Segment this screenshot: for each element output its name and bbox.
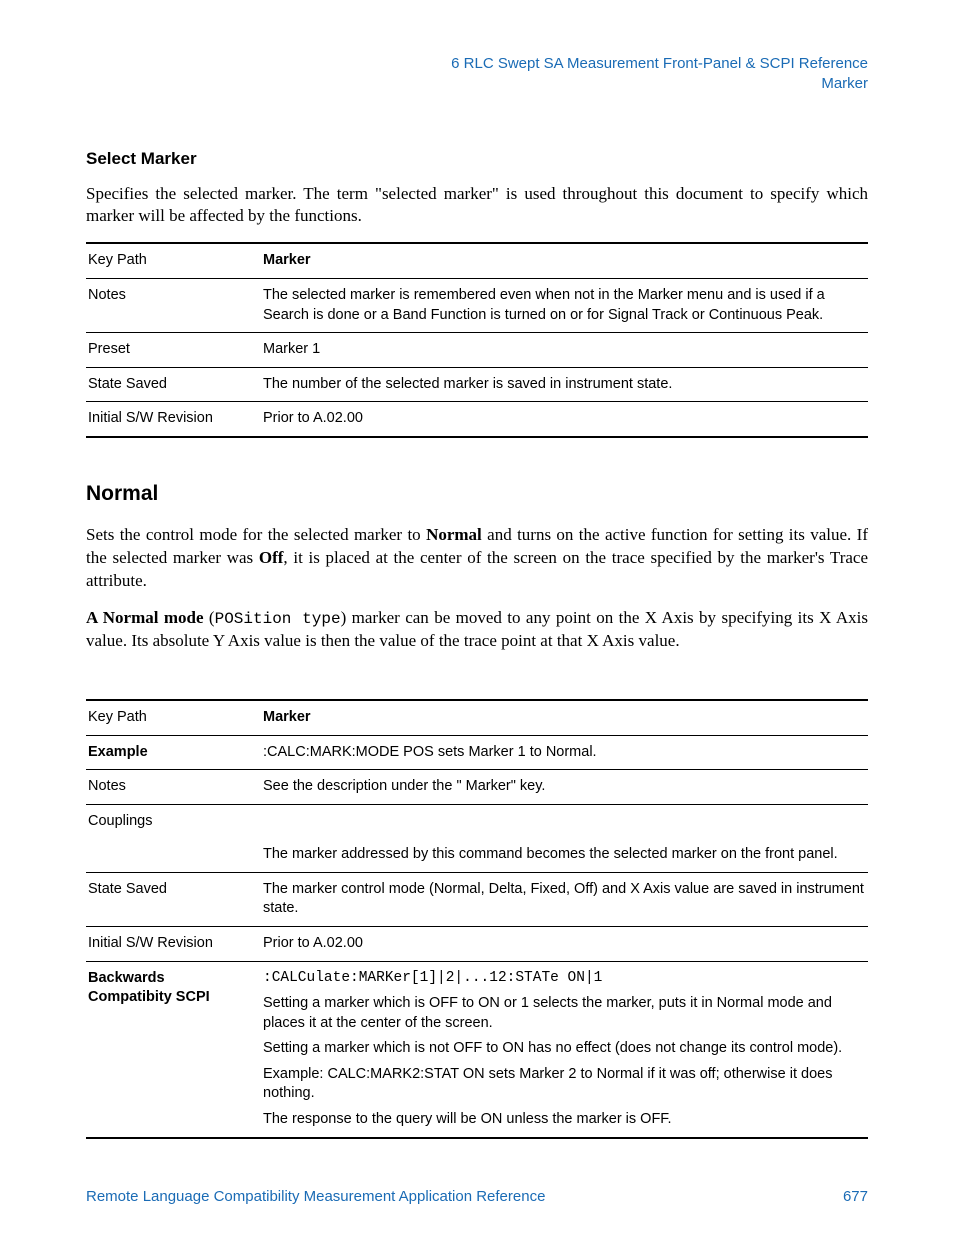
cell-value: Marker 1: [261, 333, 868, 368]
table-row: Initial S/W Revision Prior to A.02.00: [86, 402, 868, 437]
table-row: State Saved The number of the selected m…: [86, 367, 868, 402]
page-footer: Remote Language Compatibility Measuremen…: [86, 1188, 868, 1205]
text-fragment: Setting a marker which is not OFF to ON …: [263, 1039, 864, 1059]
cell-value: Prior to A.02.00: [261, 402, 868, 437]
table-row: Backwards Compatibity SCPI :CALCulate:MA…: [86, 961, 868, 1137]
text-fragment: ): [341, 608, 352, 627]
cell-value: Marker: [261, 700, 868, 735]
cell-value: The marker control mode (Normal, Delta, …: [261, 872, 868, 926]
spacer: [86, 667, 868, 695]
cell-key: Initial S/W Revision: [86, 927, 261, 962]
table-row: Couplings: [86, 804, 868, 838]
cell-key: Initial S/W Revision: [86, 402, 261, 437]
text-fragment: Backwards: [88, 969, 257, 989]
normal-para-1: Sets the control mode for the selected m…: [86, 524, 868, 593]
table-row: Key Path Marker: [86, 700, 868, 735]
cell-value: The number of the selected marker is sav…: [261, 367, 868, 402]
select-marker-table: Key Path Marker Notes The selected marke…: [86, 242, 868, 437]
cell-value: The marker addressed by this command bec…: [261, 838, 868, 872]
text-fragment: Sets the control mode for the selected m…: [86, 525, 426, 544]
cell-value: Marker: [261, 243, 868, 278]
text-fragment: Compatibity SCPI: [88, 988, 257, 1008]
page-container: 6 RLC Swept SA Measurement Front-Panel &…: [0, 0, 954, 1235]
table-row: The marker addressed by this command bec…: [86, 838, 868, 872]
cell-key: Notes: [86, 278, 261, 332]
cell-value: Prior to A.02.00: [261, 927, 868, 962]
text-bold: Normal: [426, 525, 482, 544]
text-bold: Off: [259, 548, 284, 567]
table-row: Initial S/W Revision Prior to A.02.00: [86, 927, 868, 962]
text-bold: A Normal mode: [86, 608, 204, 627]
heading-select-marker: Select Marker: [86, 149, 868, 169]
cell-key: Key Path: [86, 700, 261, 735]
table-row: Notes See the description under the " Ma…: [86, 770, 868, 805]
normal-para-2: A Normal mode (POSition type) marker can…: [86, 607, 868, 654]
cell-key: Couplings: [86, 804, 261, 838]
table-row: Key Path Marker: [86, 243, 868, 278]
text-fragment: Setting a marker which is OFF to ON or 1…: [263, 994, 864, 1033]
table-row: State Saved The marker control mode (Nor…: [86, 872, 868, 926]
cell-key: State Saved: [86, 872, 261, 926]
normal-table: Key Path Marker Example :CALC:MARK:MODE …: [86, 699, 868, 1138]
cell-key: Backwards Compatibity SCPI: [86, 961, 261, 1137]
text-fragment: The response to the query will be ON unl…: [263, 1110, 864, 1130]
table-row: Notes The selected marker is remembered …: [86, 278, 868, 332]
cell-key: Preset: [86, 333, 261, 368]
footer-title: Remote Language Compatibility Measuremen…: [86, 1188, 545, 1205]
cell-key: Example: [86, 735, 261, 770]
cell-value: See the description under the " Marker" …: [261, 770, 868, 805]
cell-key: State Saved: [86, 367, 261, 402]
cell-key: Notes: [86, 770, 261, 805]
cell-value: :CALCulate:MARKer[1]|2|...12:STATe ON|1 …: [261, 961, 868, 1137]
table-row: Preset Marker 1: [86, 333, 868, 368]
cell-key: [86, 838, 261, 872]
table-row: Example :CALC:MARK:MODE POS sets Marker …: [86, 735, 868, 770]
cell-value: [261, 804, 868, 838]
heading-normal: Normal: [86, 482, 868, 506]
cell-value: The selected marker is remembered even w…: [261, 278, 868, 332]
cell-key: Key Path: [86, 243, 261, 278]
select-marker-intro: Specifies the selected marker. The term …: [86, 183, 868, 229]
cell-value: :CALC:MARK:MODE POS sets Marker 1 to Nor…: [261, 735, 868, 770]
header-section: Marker: [86, 74, 868, 94]
text-mono: :CALCulate:MARKer[1]|2|...12:STATe ON|1: [263, 969, 864, 989]
text-fragment: Example: CALC:MARK2:STAT ON sets Marker …: [263, 1065, 864, 1104]
footer-page-number: 677: [843, 1188, 868, 1205]
text-mono: POSition type: [215, 610, 341, 628]
text-fragment: (: [204, 608, 215, 627]
header-chapter: 6 RLC Swept SA Measurement Front-Panel &…: [86, 54, 868, 74]
page-header: 6 RLC Swept SA Measurement Front-Panel &…: [86, 54, 868, 95]
